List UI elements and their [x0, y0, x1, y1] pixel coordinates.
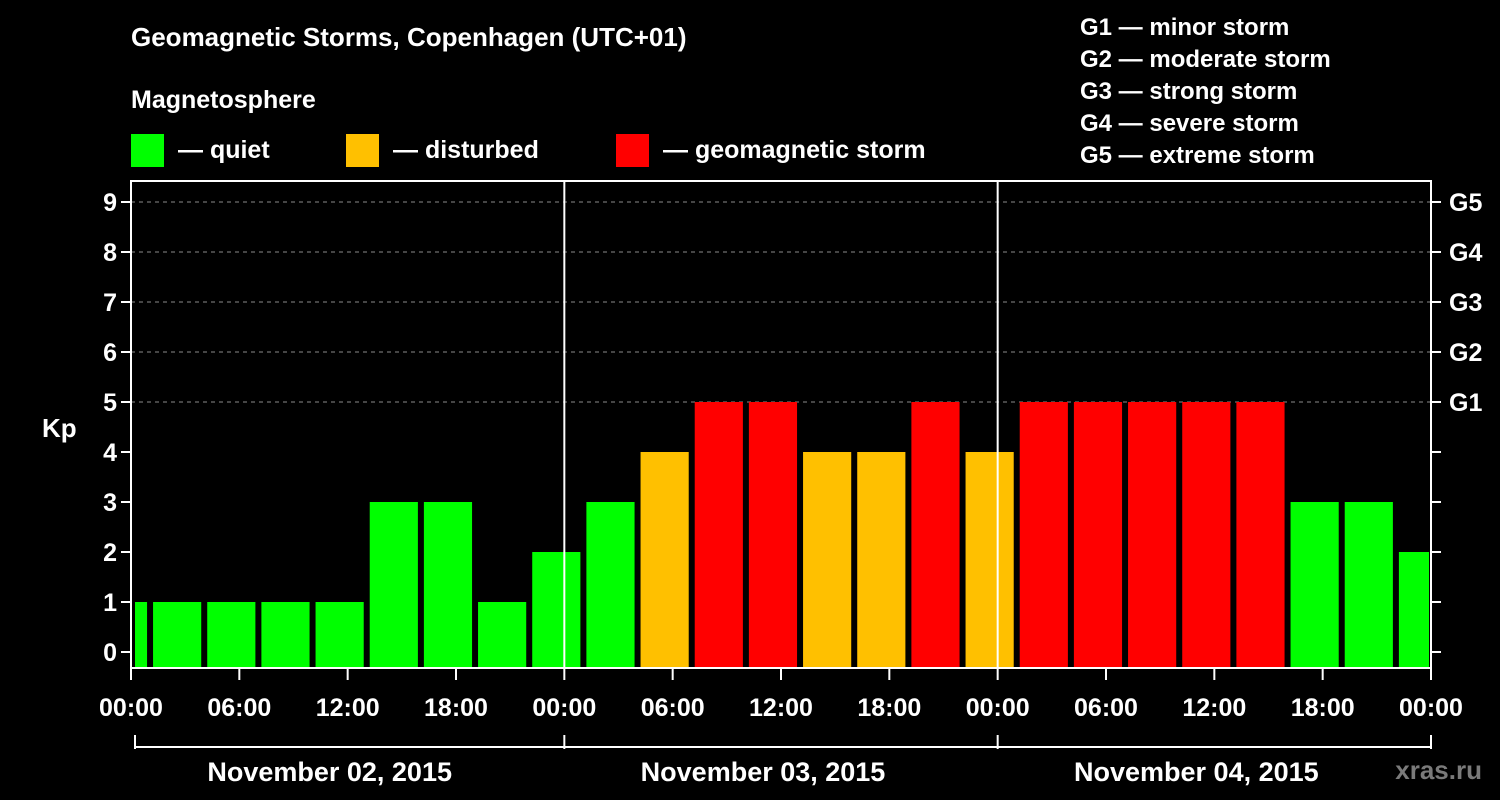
bar-11 — [694, 402, 743, 668]
x-tick-label-11: 18:00 — [1291, 694, 1355, 722]
bar-10 — [640, 452, 689, 668]
right-tick-label-g1: G1 — [1449, 389, 1482, 417]
bar-3 — [261, 602, 310, 668]
x-tick-label-3: 18:00 — [424, 694, 488, 722]
bar-1 — [153, 602, 202, 668]
bar-8 — [532, 552, 581, 668]
chart-title: Geomagnetic Storms, Copenhagen (UTC+01) — [131, 22, 687, 52]
day-label-2: November 04, 2015 — [1074, 757, 1319, 787]
x-tick-label-8: 00:00 — [966, 694, 1030, 722]
bar-19 — [1128, 402, 1177, 668]
bar-17 — [1019, 402, 1068, 668]
y-tick-label-3: 3 — [103, 489, 117, 517]
legend-item-quiet: — quiet — [131, 133, 270, 167]
bar-7 — [478, 602, 527, 668]
storm-scale-list: G1 — minor storm G2 — moderate storm G3 … — [1080, 12, 1331, 172]
storm-scale-g2: G2 — moderate storm — [1080, 46, 1331, 73]
bar-6 — [423, 502, 473, 668]
bar-4 — [315, 602, 364, 668]
legend-swatch-quiet — [131, 133, 164, 167]
x-tick-label-0: 00:00 — [99, 694, 163, 722]
legend-label-disturbed: — disturbed — [393, 135, 539, 164]
legend-label-storm: — geomagnetic storm — [663, 135, 926, 164]
y-tick-label-7: 7 — [103, 289, 117, 317]
storm-scale-g4: G4 — severe storm — [1080, 110, 1299, 137]
bar-18 — [1073, 402, 1123, 668]
x-tick-label-4: 00:00 — [532, 694, 596, 722]
y-tick-label-6: 6 — [103, 339, 117, 367]
x-tick-label-10: 12:00 — [1182, 694, 1246, 722]
bar-23 — [1344, 502, 1393, 668]
bar-22 — [1290, 502, 1339, 668]
day-label-1: November 03, 2015 — [641, 757, 886, 787]
x-tick-label-9: 06:00 — [1074, 694, 1138, 722]
storm-scale-g3: G3 — strong storm — [1080, 78, 1298, 105]
storm-scale-g5: G5 — extreme storm — [1080, 142, 1315, 169]
right-tick-label-g3: G3 — [1449, 289, 1482, 317]
right-tick-label-g5: G5 — [1449, 189, 1482, 217]
y-tick-label-5: 5 — [103, 389, 117, 417]
bar-5 — [369, 502, 418, 668]
bar-12 — [748, 402, 798, 668]
y-axis-label: Kp — [42, 413, 77, 443]
bar-13 — [803, 452, 852, 668]
y-tick-label-1: 1 — [103, 589, 117, 617]
bar-24 — [1398, 552, 1429, 668]
x-tick-label-7: 18:00 — [857, 694, 921, 722]
day-label-0: November 02, 2015 — [207, 757, 452, 787]
bar-2 — [207, 602, 256, 668]
legend-item-disturbed: — disturbed — [346, 133, 539, 167]
x-tick-label-12: 00:00 — [1399, 694, 1463, 722]
y-tick-label-9: 9 — [103, 189, 117, 217]
bar-15 — [911, 402, 960, 668]
y-tick-label-8: 8 — [103, 239, 117, 267]
legend-title: Magnetosphere — [131, 86, 316, 114]
x-tick-label-5: 06:00 — [641, 694, 705, 722]
right-tick-label-g4: G4 — [1449, 239, 1482, 267]
y-tick-label-0: 0 — [103, 639, 117, 667]
bar-20 — [1182, 402, 1231, 668]
storm-scale-g1: G1 — minor storm — [1080, 14, 1290, 41]
bar-9 — [586, 502, 635, 668]
legend-item-storm: — geomagnetic storm — [616, 133, 926, 167]
bar-21 — [1236, 402, 1285, 668]
bar-14 — [857, 452, 906, 668]
legend-swatch-disturbed — [346, 133, 379, 167]
bar-0 — [135, 602, 148, 668]
y-tick-label-2: 2 — [103, 539, 117, 567]
x-tick-label-2: 12:00 — [316, 694, 380, 722]
bar-16 — [965, 452, 1014, 668]
x-tick-label-1: 06:00 — [207, 694, 271, 722]
legend-swatch-storm — [616, 133, 649, 167]
watermark: xras.ru — [1395, 755, 1482, 785]
legend-label-quiet: — quiet — [178, 135, 270, 164]
x-tick-label-6: 12:00 — [749, 694, 813, 722]
y-tick-label-4: 4 — [103, 439, 117, 467]
right-tick-label-g2: G2 — [1449, 339, 1482, 367]
